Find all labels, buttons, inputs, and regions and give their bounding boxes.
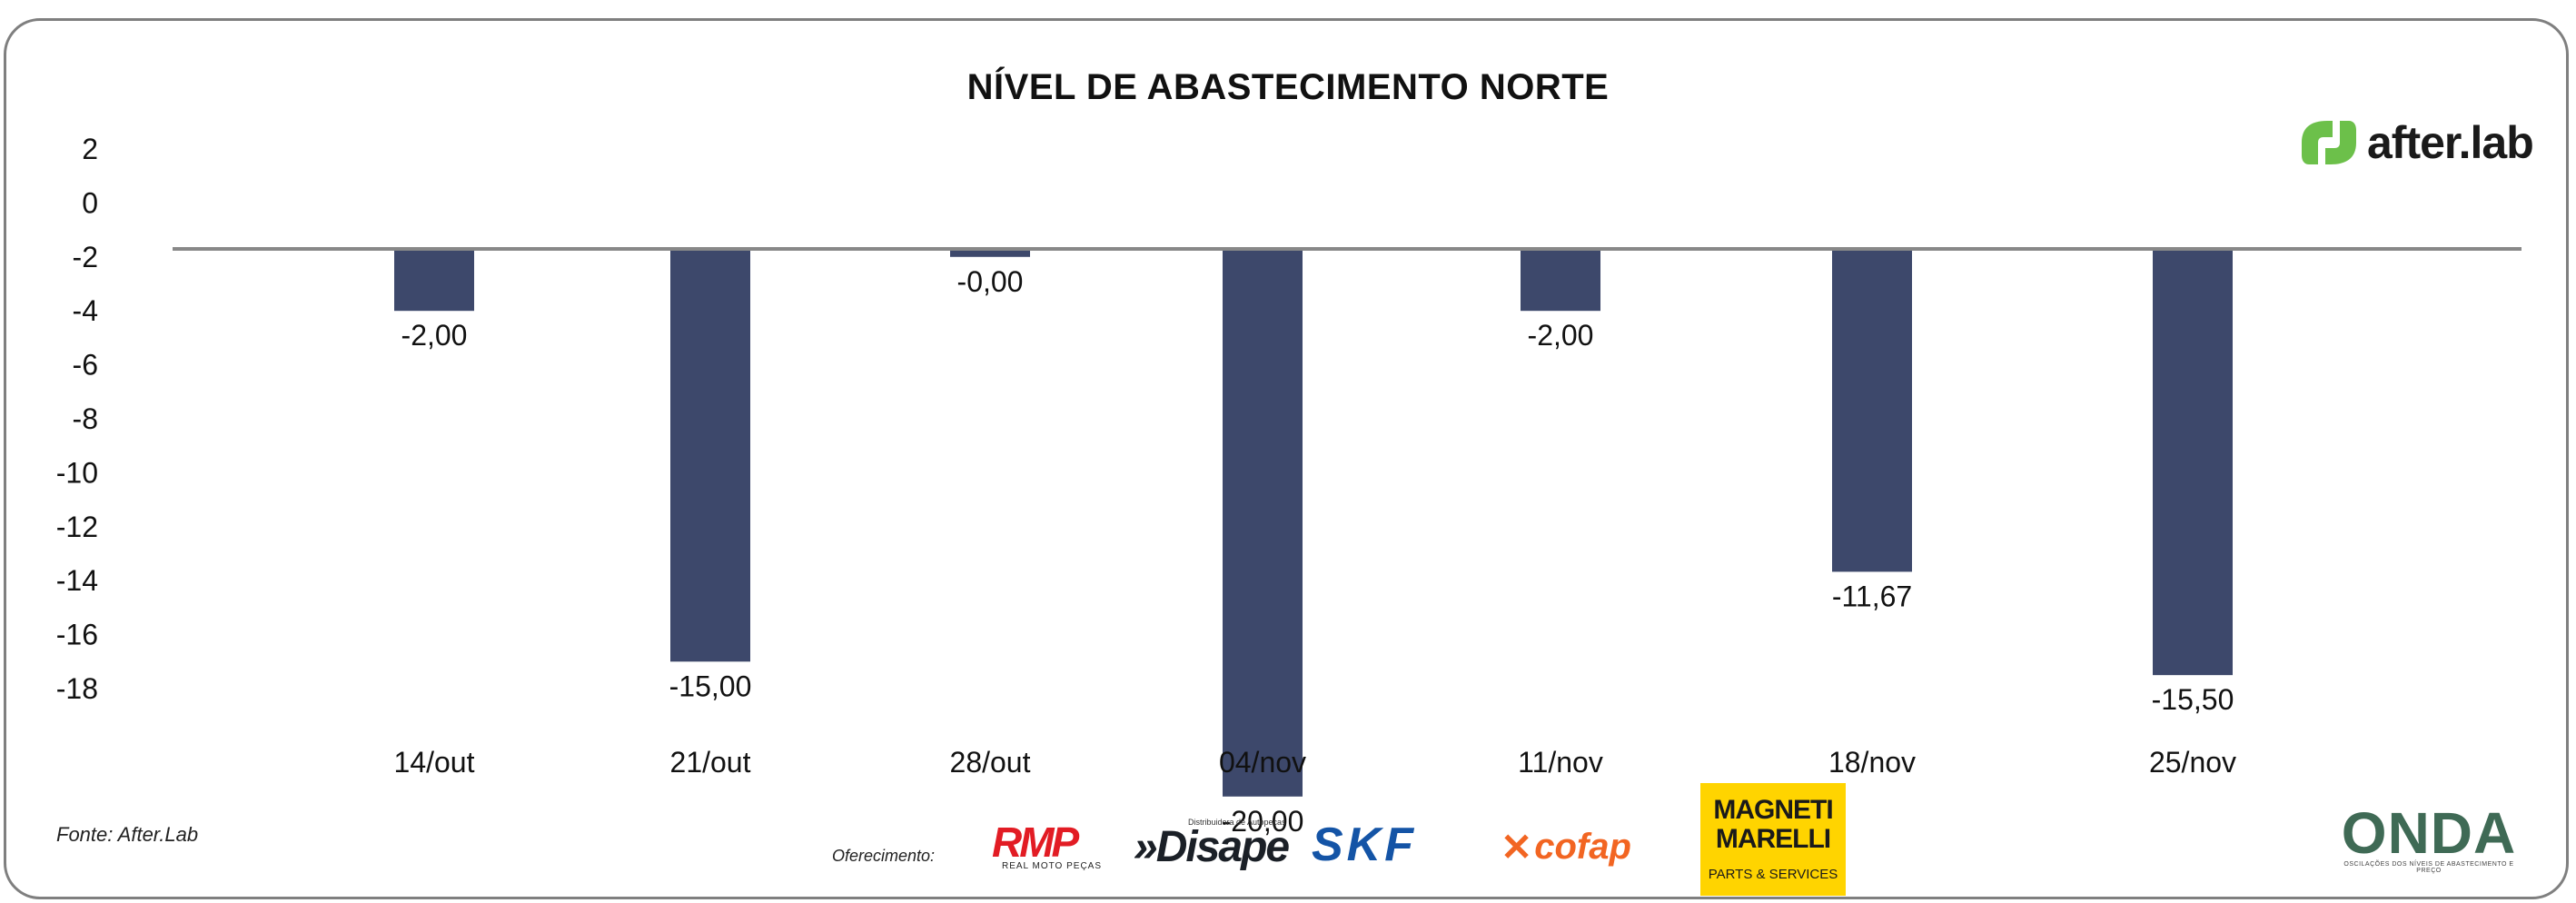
data-label: -0,00: [957, 265, 1024, 298]
x-tick-label: 21/out: [670, 746, 751, 779]
onda-logo: ONDA OSCILAÇÕES DOS NÍVEIS DE ABASTECIME…: [2338, 800, 2520, 874]
cofap-logo: ✕ cofap: [1501, 825, 1631, 869]
bar: [1832, 249, 1912, 572]
disape-subtitle: Distribuidora de Autopeças: [1188, 818, 1286, 827]
magneti-line1: MAGNETI: [1713, 795, 1833, 825]
disape-chevron-icon: »: [1134, 823, 1158, 871]
x-tick-label: 25/nov: [2149, 746, 2236, 779]
bar: [1223, 249, 1303, 797]
magneti-line3: PARTS & SERVICES: [1708, 867, 1838, 882]
rmp-wordmark: RMP: [992, 819, 1079, 866]
data-label: -15,00: [669, 670, 752, 702]
y-tick-label: -14: [56, 564, 98, 597]
afterlab-logo: after.lab: [2296, 116, 2534, 169]
afterlab-wordmark: after.lab: [2367, 117, 2534, 168]
bar: [394, 249, 474, 312]
cofap-x-icon: ✕: [1501, 826, 1533, 868]
disape-logo: Distribuidora de Autopeças »Disape: [1134, 818, 1290, 871]
disape-wordmark: Disape: [1155, 823, 1290, 871]
afterlab-leaf-icon: [2302, 121, 2356, 164]
y-tick-label: -8: [73, 402, 98, 435]
skf-logo: SKF: [1312, 821, 1417, 868]
y-tick-label: -4: [73, 294, 98, 327]
data-label: -2,00: [401, 319, 468, 352]
y-tick-label: 2: [82, 133, 98, 165]
bar: [1521, 249, 1600, 312]
rmp-logo: RMP REAL MOTO PEÇAS: [992, 821, 1112, 871]
bar: [670, 249, 750, 662]
bar: [950, 249, 1030, 257]
x-tick-label: 18/nov: [1828, 746, 1916, 779]
x-tick-label: 11/nov: [1518, 746, 1603, 779]
data-label: -2,00: [1528, 319, 1594, 352]
magneti-line2: MARELLI: [1715, 824, 1831, 854]
rmp-subtitle: REAL MOTO PEÇAS: [1001, 861, 1103, 871]
x-tick-label: 04/nov: [1219, 746, 1306, 779]
onda-subtitle: OSCILAÇÕES DOS NÍVEIS DE ABASTECIMENTO E…: [2343, 861, 2514, 874]
x-tick-label: 28/out: [950, 746, 1031, 779]
magneti-marelli-logo: MAGNETI MARELLI PARTS & SERVICES: [1700, 783, 1846, 896]
onda-wordmark: ONDA: [2341, 800, 2517, 866]
y-tick-label: -18: [56, 672, 98, 705]
y-tick-label: -16: [56, 619, 98, 651]
cofap-wordmark: cofap: [1534, 827, 1631, 867]
bar: [2153, 249, 2233, 676]
data-label: -11,67: [1832, 580, 1912, 612]
y-tick-label: -12: [56, 511, 98, 543]
data-label: -20,00: [1222, 805, 1304, 838]
y-tick-label: -2: [73, 241, 98, 273]
sponsor-label: Oferecimento:: [832, 847, 936, 865]
x-tick-label: 14/out: [394, 746, 475, 779]
y-tick-label: 0: [82, 186, 98, 219]
y-tick-label: -6: [73, 349, 98, 382]
source-note: Fonte: After.Lab: [56, 823, 199, 846]
chart-title: NÍVEL DE ABASTECIMENTO NORTE: [966, 67, 1610, 107]
data-label: -15,50: [2152, 683, 2234, 716]
y-tick-label: -10: [56, 456, 98, 489]
skf-wordmark: SKF: [1312, 819, 1417, 871]
